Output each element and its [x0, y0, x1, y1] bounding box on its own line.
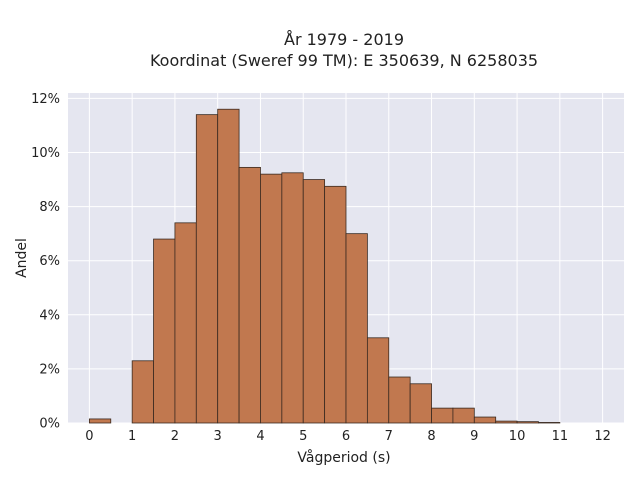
histogram-bar: [366, 337, 390, 424]
histogram-bar: [409, 383, 432, 424]
histogram-bar: [345, 233, 368, 424]
y-tick-label: 10%: [31, 146, 60, 161]
histogram-bar: [88, 418, 112, 424]
chart-title-line2: Koordinat (Sweref 99 TM): E 350639, N 62…: [150, 51, 538, 70]
histogram-bar: [388, 376, 411, 424]
histogram-bar: [153, 238, 176, 424]
histogram-bar: [260, 173, 283, 424]
histogram-bar: [217, 108, 240, 424]
histogram-bar: [302, 179, 326, 424]
x-tick-label: 12: [594, 429, 611, 444]
y-axis-label: Andel: [14, 238, 30, 278]
x-tick-label: 2: [171, 429, 179, 444]
y-tick-label: 8%: [39, 200, 60, 215]
x-tick-label: 9: [470, 429, 478, 444]
y-tick-label: 0%: [39, 417, 60, 432]
y-tick-label: 2%: [39, 362, 60, 377]
x-tick-label: 0: [85, 429, 93, 444]
x-tick-label: 5: [299, 429, 307, 444]
histogram-bar: [452, 407, 475, 424]
y-tick-labels: 0% 2% 4% 6% 8% 10% 12%: [31, 92, 60, 432]
histogram-bar: [516, 421, 539, 424]
y-tick-label: 12%: [31, 92, 60, 107]
histogram-bar: [174, 222, 197, 424]
x-tick-label: 1: [128, 429, 136, 444]
histogram-bar: [281, 172, 304, 424]
histogram-bar: [238, 166, 261, 424]
histogram-bar: [195, 114, 219, 424]
bars: [88, 108, 561, 424]
x-axis-label: Vågperiod (s): [297, 449, 390, 466]
x-tick-label: 3: [214, 429, 222, 444]
histogram-bar: [324, 185, 347, 424]
histogram-bar: [131, 360, 154, 424]
histogram-bar: [495, 420, 518, 424]
x-tick-label: 11: [552, 429, 569, 444]
x-tick-label: 8: [427, 429, 435, 444]
x-tick-label: 4: [256, 429, 264, 444]
x-tick-label: 6: [342, 429, 350, 444]
histogram-bar: [431, 407, 454, 424]
y-tick-label: 4%: [39, 308, 60, 323]
x-tick-label: 7: [385, 429, 393, 444]
y-tick-label: 6%: [39, 254, 60, 269]
histogram-bar: [538, 422, 561, 424]
histogram-bar: [473, 416, 497, 424]
x-tick-label: 10: [509, 429, 526, 444]
x-tick-labels: 0 1 2 3 4 5 6 7 8 9 10 11 12: [85, 429, 611, 444]
chart-title-line1: År 1979 - 2019: [284, 30, 404, 49]
